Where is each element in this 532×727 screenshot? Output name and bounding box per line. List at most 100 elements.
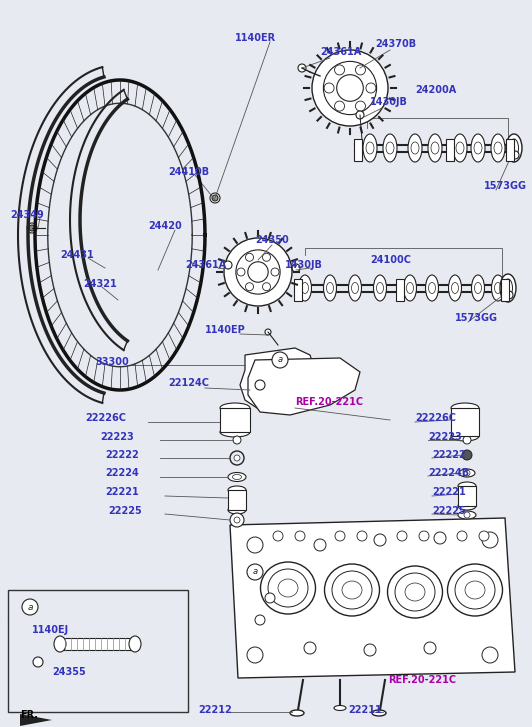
Ellipse shape — [475, 283, 481, 294]
Text: 24200A: 24200A — [415, 85, 456, 95]
Circle shape — [245, 283, 254, 291]
Circle shape — [335, 65, 345, 75]
Ellipse shape — [453, 134, 467, 162]
Text: 1140EJ: 1140EJ — [32, 625, 69, 635]
Circle shape — [479, 531, 489, 541]
Text: 1430JB: 1430JB — [285, 260, 323, 270]
Text: 24349: 24349 — [10, 210, 44, 220]
Circle shape — [366, 83, 376, 93]
Text: 24361A: 24361A — [320, 47, 361, 57]
Text: 24321: 24321 — [83, 279, 117, 289]
Circle shape — [233, 436, 241, 444]
Text: 22212: 22212 — [198, 705, 232, 715]
Bar — [396, 279, 404, 301]
Text: 1430JB: 1430JB — [370, 97, 408, 107]
Text: 1140EP: 1140EP — [205, 325, 246, 335]
Circle shape — [295, 531, 305, 541]
Bar — [220, 408, 250, 432]
Ellipse shape — [323, 275, 337, 301]
Circle shape — [419, 531, 429, 541]
Circle shape — [464, 512, 470, 518]
Ellipse shape — [506, 134, 522, 162]
Circle shape — [457, 531, 467, 541]
Circle shape — [304, 642, 316, 654]
Ellipse shape — [403, 275, 417, 301]
Polygon shape — [248, 358, 360, 415]
Circle shape — [255, 380, 265, 390]
Circle shape — [247, 564, 263, 580]
Ellipse shape — [268, 569, 308, 607]
Ellipse shape — [494, 142, 502, 154]
Circle shape — [29, 225, 35, 231]
Polygon shape — [20, 714, 52, 726]
Ellipse shape — [363, 134, 377, 162]
Ellipse shape — [452, 283, 459, 294]
Ellipse shape — [500, 274, 516, 302]
Ellipse shape — [458, 502, 476, 510]
Ellipse shape — [228, 506, 246, 514]
Ellipse shape — [220, 427, 250, 437]
Circle shape — [298, 64, 306, 72]
Ellipse shape — [332, 571, 372, 609]
Circle shape — [356, 111, 364, 119]
Circle shape — [462, 450, 472, 460]
Circle shape — [482, 532, 498, 548]
Text: 22124C: 22124C — [168, 378, 209, 388]
Ellipse shape — [491, 134, 505, 162]
Circle shape — [482, 647, 498, 663]
Circle shape — [337, 75, 363, 101]
Ellipse shape — [302, 283, 309, 294]
Ellipse shape — [503, 279, 512, 297]
Circle shape — [464, 470, 470, 476]
Text: 1573GG: 1573GG — [455, 313, 498, 323]
Circle shape — [505, 291, 513, 299]
Circle shape — [255, 615, 265, 625]
Ellipse shape — [428, 134, 442, 162]
Ellipse shape — [492, 275, 504, 301]
Ellipse shape — [451, 403, 479, 413]
Circle shape — [27, 223, 37, 233]
Circle shape — [248, 262, 268, 282]
Bar — [60, 638, 135, 650]
Circle shape — [312, 50, 388, 126]
Bar — [228, 490, 246, 510]
Ellipse shape — [405, 583, 425, 601]
Ellipse shape — [510, 139, 519, 157]
Circle shape — [212, 195, 218, 201]
Ellipse shape — [342, 581, 362, 599]
Text: 22221: 22221 — [432, 487, 466, 497]
Ellipse shape — [228, 486, 246, 494]
Bar — [294, 279, 302, 301]
Text: 22211: 22211 — [348, 705, 382, 715]
Ellipse shape — [373, 275, 387, 301]
Ellipse shape — [228, 473, 246, 481]
Circle shape — [247, 537, 263, 553]
Circle shape — [247, 647, 263, 663]
Ellipse shape — [408, 134, 422, 162]
Bar — [458, 486, 476, 506]
Text: 24370B: 24370B — [375, 39, 416, 49]
Circle shape — [335, 531, 345, 541]
Circle shape — [224, 261, 232, 269]
Ellipse shape — [448, 275, 461, 301]
Ellipse shape — [366, 142, 374, 154]
Ellipse shape — [352, 283, 359, 294]
Text: 24350: 24350 — [255, 235, 289, 245]
Text: 22225: 22225 — [432, 506, 466, 516]
Circle shape — [230, 513, 244, 527]
Circle shape — [262, 283, 270, 291]
Circle shape — [262, 253, 270, 261]
Circle shape — [33, 657, 43, 667]
Circle shape — [234, 455, 240, 461]
Text: 22222: 22222 — [105, 450, 139, 460]
Ellipse shape — [431, 142, 439, 154]
Ellipse shape — [290, 710, 304, 716]
Ellipse shape — [426, 275, 438, 301]
Ellipse shape — [387, 566, 443, 618]
Circle shape — [265, 593, 275, 603]
Ellipse shape — [261, 562, 315, 614]
Text: a: a — [253, 568, 257, 577]
Bar — [354, 139, 362, 161]
Circle shape — [323, 61, 377, 115]
Bar — [506, 139, 514, 161]
